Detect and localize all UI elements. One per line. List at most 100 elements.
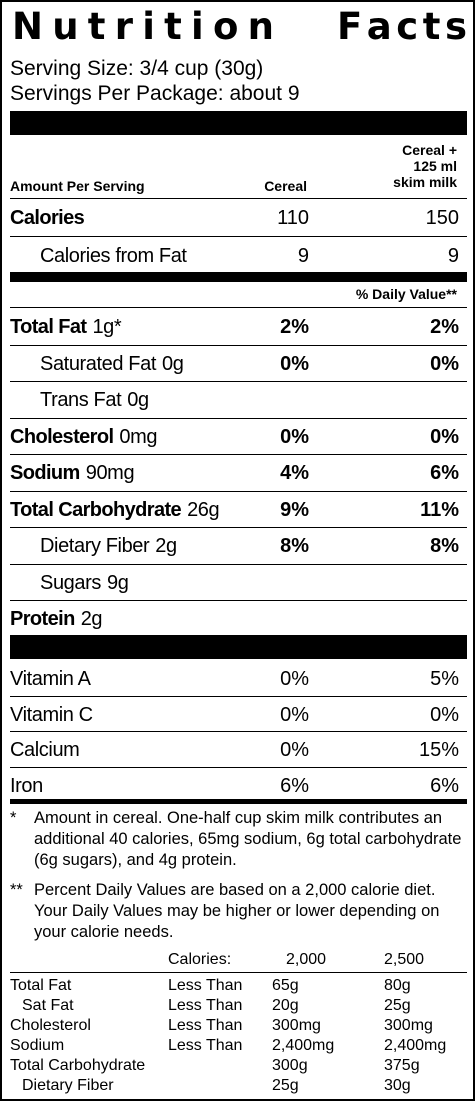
nutrient-label: Saturated Fat — [40, 352, 156, 375]
dv-qualifier: Less Than — [168, 1017, 243, 1034]
dv-value-2000: 20g — [272, 997, 299, 1014]
footnote-amount-in-cereal: * Amount in cereal. One-half cup skim mi… — [10, 808, 467, 872]
nutrient-row: Sodium 90mg 4% 6% — [10, 455, 467, 491]
vitamin-name: Vitamin C — [10, 703, 93, 726]
nutrient-cereal-dv: 2% — [280, 316, 309, 338]
calories-cereal: 110 — [277, 207, 309, 229]
nutrient-with-milk-dv: 0% — [430, 425, 459, 448]
title-letter: r — [114, 4, 133, 48]
medium-divider — [10, 799, 467, 804]
nutrient-name: Cholesterol 0mg — [10, 425, 158, 449]
title-letter: t — [87, 4, 106, 48]
nutrient-name: Total Fat 1g* — [10, 316, 122, 339]
dv-nutrient-name: Dietary Fiber — [22, 1077, 114, 1094]
nutrient-cereal-dv: 8% — [280, 535, 309, 557]
daily-values-row: Total Fat Less Than 65g 80g — [10, 977, 467, 997]
divider — [10, 381, 467, 382]
title-letter: t — [164, 4, 182, 48]
dv-value-2500: 80g — [384, 977, 411, 994]
vitamin-cereal-dv: 6% — [280, 774, 309, 797]
nutrient-amount: 9g — [106, 571, 129, 594]
nutrient-label: Dietary Fiber — [40, 535, 150, 557]
dv-value-2500: 300mg — [384, 1017, 433, 1034]
nutrient-label: Trans Fat — [40, 389, 122, 411]
dv-qualifier: Less Than — [168, 1037, 243, 1054]
nutrient-label: Total Carbohydrate — [10, 498, 182, 521]
daily-values-row: Dietary Fiber 25g 30g — [10, 1077, 467, 1097]
nutrient-name: Sodium 90mg — [10, 462, 135, 485]
title-letter: i — [142, 4, 155, 48]
nutrient-name: Dietary Fiber 2g — [40, 535, 177, 558]
title-letter: N — [12, 4, 43, 48]
dv-nutrient-name: Sodium — [10, 1037, 65, 1054]
divider — [10, 731, 467, 732]
thick-divider — [10, 635, 467, 659]
divider — [10, 454, 467, 455]
vitamin-with-milk-dv: 15% — [418, 739, 459, 761]
vitamin-name: Iron — [10, 774, 43, 797]
nutrient-cereal-dv: 9% — [280, 498, 309, 521]
nutrient-name: Trans Fat 0g — [40, 389, 149, 412]
nutrient-row: Saturated Fat 0g 0% 0% — [10, 346, 467, 382]
servings-per-package: Servings Per Package: about 9 — [10, 82, 300, 105]
calories-row: Calories 110 150 — [10, 200, 467, 236]
title-letter: t — [422, 4, 441, 48]
nutrient-name: Sugars 9g — [40, 571, 129, 595]
dv-value-2500: 375g — [384, 1057, 420, 1074]
nutrient-name: Saturated Fat 0g — [40, 352, 184, 376]
footnote-mark: ** — [10, 881, 23, 899]
nutrient-row: Total Fat 1g* 2% 2% — [10, 309, 467, 345]
dv-nutrient-name: Total Carbohydrate — [10, 1057, 146, 1074]
vitamin-name: Vitamin A — [10, 668, 91, 690]
vitamin-cereal-dv: 0% — [280, 703, 309, 726]
column-header-with-milk: Cereal + 125 ml skim milk — [393, 142, 457, 190]
nutrient-row: Dietary Fiber 2g 8% 8% — [10, 528, 467, 564]
nutrient-name: Protein 2g — [10, 608, 103, 631]
nutrient-amount: 2g — [155, 535, 177, 557]
nutrient-with-milk-dv: 6% — [430, 462, 459, 484]
divider — [10, 198, 467, 199]
vitamin-with-milk-dv: 6% — [430, 774, 459, 797]
dv-value-2000: 300g — [272, 1057, 308, 1074]
calories-from-fat-row: Calories from Fat 9 9 — [10, 238, 467, 274]
vitamin-row: Iron 6% 6% — [10, 768, 467, 804]
nutrient-row: Sugars 9g — [10, 565, 467, 601]
divider — [10, 307, 467, 308]
vitamin-with-milk-dv: 0% — [430, 703, 459, 726]
serving-size: Serving Size: 3/4 cup (30g) — [10, 57, 264, 80]
nutrient-label: Protein — [10, 608, 75, 630]
dv-qualifier: Less Than — [168, 977, 243, 994]
nutrient-amount: 0g — [127, 389, 149, 411]
daily-values-row: Total Carbohydrate 300g 375g — [10, 1057, 467, 1077]
amount-per-serving-label: Amount Per Serving — [10, 178, 145, 194]
divider — [10, 563, 467, 565]
divider — [10, 236, 467, 237]
footnote-mark: * — [10, 809, 17, 827]
nutrient-amount: 2g — [80, 608, 103, 630]
nutrient-with-milk-dv: 2% — [430, 316, 459, 338]
title-letter: F — [337, 4, 363, 48]
calories-2000: 2,000 — [286, 951, 327, 968]
title-letter: o — [212, 4, 239, 48]
column-header-cereal: Cereal — [264, 178, 307, 194]
dv-value-2000: 65g — [272, 977, 299, 994]
title-letter: n — [247, 4, 274, 48]
calories-2500: 2,500 — [384, 951, 425, 968]
dv-value-2500: 2,400mg — [384, 1037, 447, 1054]
divider — [10, 527, 467, 528]
daily-values-row: Sodium Less Than 2,400mg 2,400mg — [10, 1037, 467, 1057]
vitamin-with-milk-dv: 5% — [430, 668, 459, 690]
nutrient-with-milk-dv: 8% — [430, 535, 459, 557]
title-letter: u — [52, 4, 79, 48]
divider — [10, 695, 467, 697]
column-header-line: Cereal + — [402, 142, 457, 158]
nutrient-label: Total Fat — [10, 316, 87, 338]
nutrient-with-milk-dv: 0% — [430, 352, 459, 375]
title-letter: s — [444, 4, 467, 48]
nutrient-name: Total Carbohydrate 26g — [10, 498, 220, 522]
nutrient-amount: 0mg — [119, 425, 158, 448]
